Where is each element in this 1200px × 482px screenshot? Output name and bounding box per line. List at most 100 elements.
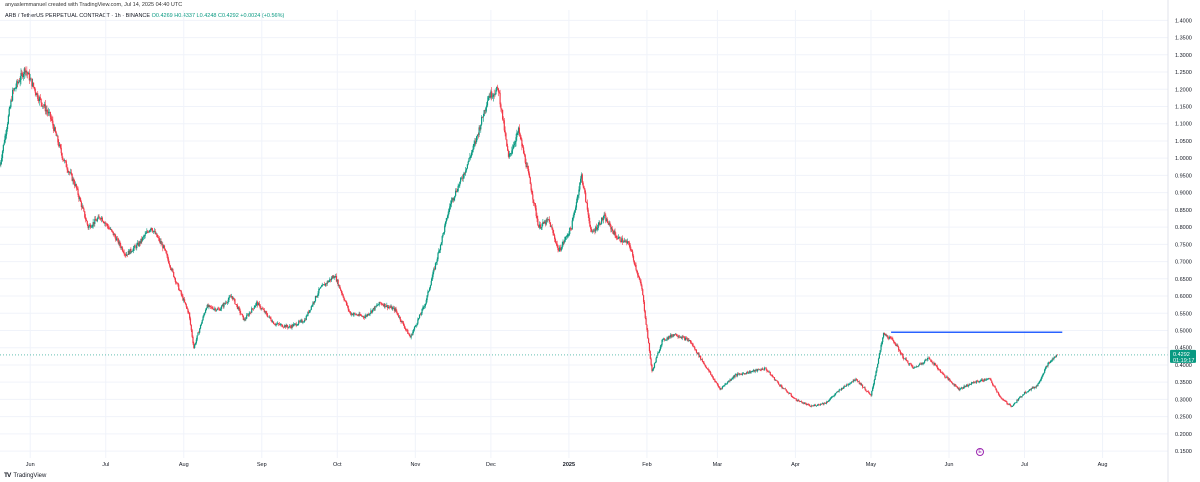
candle-body (934, 363, 936, 365)
candle-body (543, 221, 546, 224)
candle-body (773, 377, 776, 380)
candle-body (538, 225, 540, 228)
candle-body (543, 221, 545, 224)
candle-body (324, 284, 326, 286)
time-tick-label: Jul (1021, 462, 1028, 468)
candle-body (925, 359, 927, 361)
candle-body (437, 253, 439, 260)
candle-body (596, 227, 599, 230)
candle-body (1039, 381, 1041, 383)
candle-body (199, 324, 202, 329)
candle-body (684, 337, 686, 340)
candle-body (426, 295, 428, 301)
candle-body (983, 378, 985, 382)
candle-body (402, 321, 404, 323)
candle-body (27, 72, 29, 75)
candle-body (554, 239, 557, 243)
candle-body (882, 337, 884, 343)
candle-body (698, 353, 700, 357)
candle-body (784, 388, 786, 390)
candle-body (778, 382, 780, 385)
candle-body (111, 230, 114, 232)
candle-body (302, 322, 304, 323)
symbol-title[interactable]: ARB / TetherUS PERPETUAL CONTRACT · 1h ·… (5, 13, 151, 19)
candle-body (536, 215, 538, 219)
candle-body (355, 313, 357, 315)
candle-body (388, 306, 390, 308)
price-tick-label: 1.1500 (1175, 104, 1192, 110)
candle-body (459, 181, 461, 186)
candle-body (303, 319, 306, 322)
candle-body (139, 241, 141, 244)
candle-body (439, 244, 442, 251)
candle-body (751, 371, 753, 372)
candle-body (268, 316, 270, 318)
price-tick-label: 1.1000 (1175, 122, 1192, 128)
candle-body (253, 307, 255, 309)
candle-body (138, 241, 140, 246)
candle-body (70, 172, 72, 174)
candle-body (653, 363, 656, 368)
candle-body (626, 241, 628, 244)
candle-body (824, 402, 826, 404)
candle-body (433, 268, 435, 273)
candle-body (826, 401, 828, 403)
candle-body (833, 395, 835, 397)
candle-body (601, 217, 604, 221)
candle-body (400, 320, 402, 323)
candle-body (345, 300, 347, 302)
candle-body (814, 404, 817, 406)
candle-body (937, 367, 939, 370)
candle-body (1055, 354, 1058, 357)
candle-body (642, 295, 645, 302)
candle-body (376, 305, 378, 307)
candle-body (359, 313, 361, 316)
candle-body (724, 384, 726, 386)
candle-body (212, 308, 214, 310)
candle-body (174, 278, 176, 282)
candle-body (590, 229, 593, 232)
event-marker-icon[interactable]: E (976, 448, 984, 456)
candle-body (311, 305, 313, 307)
candle-body (345, 301, 348, 306)
candle-body (976, 380, 978, 383)
candle-body (125, 254, 127, 256)
candle-body (754, 370, 756, 372)
candle-body (640, 281, 642, 286)
candle-body (401, 321, 403, 323)
candle-body (667, 337, 669, 339)
candle-body (210, 305, 212, 307)
candle-body (689, 340, 691, 342)
candle-body (1012, 405, 1014, 407)
tradingview-logo[interactable]: TV TradingView (4, 472, 46, 479)
candle-body (334, 277, 336, 278)
candle-body (1040, 377, 1042, 380)
candle-body (534, 203, 536, 209)
candle-body (168, 263, 171, 266)
candle-body (761, 368, 763, 371)
candle-body (141, 238, 143, 241)
candle-body (582, 182, 584, 187)
candle-body (291, 324, 293, 328)
candle-body (959, 389, 961, 391)
candle-body (195, 339, 197, 344)
candle-body (84, 211, 86, 218)
candle-body (493, 94, 495, 96)
candle-body (951, 382, 953, 384)
candle-body (866, 391, 868, 392)
candle-body (935, 365, 938, 367)
candle-body (1041, 375, 1043, 378)
candle-body (267, 315, 269, 317)
candle-body (413, 329, 415, 332)
candle-body (676, 335, 678, 337)
candle-body (527, 165, 529, 169)
price-tick-label: 1.0500 (1175, 139, 1192, 145)
candle-body (894, 343, 896, 345)
candle-body (665, 339, 667, 341)
candle-body (940, 372, 943, 374)
time-tick-label: Dec (486, 462, 496, 468)
candle-body (598, 222, 600, 225)
candle-body (789, 393, 792, 395)
candle-body (522, 146, 524, 148)
